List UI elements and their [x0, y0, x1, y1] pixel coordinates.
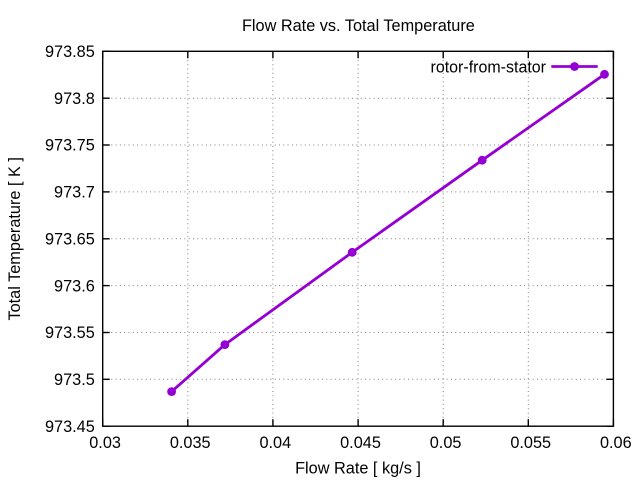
svg-text:973.7: 973.7 [54, 184, 95, 202]
svg-text:0.035: 0.035 [170, 434, 211, 452]
svg-text:0.04: 0.04 [259, 434, 291, 452]
svg-text:Flow Rate vs. Total Temperatur: Flow Rate vs. Total Temperature [242, 17, 475, 35]
svg-text:0.055: 0.055 [510, 434, 551, 452]
svg-text:Total Temperature [ K ]: Total Temperature [ K ] [6, 157, 24, 320]
svg-text:0.03: 0.03 [89, 434, 121, 452]
svg-text:973.6: 973.6 [54, 277, 95, 295]
svg-text:973.5: 973.5 [54, 371, 95, 389]
svg-text:0.045: 0.045 [340, 434, 381, 452]
svg-text:rotor-from-stator: rotor-from-stator [431, 59, 547, 77]
svg-text:0.05: 0.05 [430, 434, 462, 452]
svg-text:Flow Rate [ kg/s ]: Flow Rate [ kg/s ] [295, 459, 421, 477]
svg-text:973.55: 973.55 [45, 324, 95, 342]
svg-text:973.75: 973.75 [45, 137, 95, 155]
svg-text:973.45: 973.45 [45, 418, 95, 436]
svg-text:973.65: 973.65 [45, 231, 95, 249]
svg-text:973.85: 973.85 [45, 43, 95, 61]
svg-text:0.06: 0.06 [600, 434, 632, 452]
svg-text:973.8: 973.8 [54, 90, 95, 108]
